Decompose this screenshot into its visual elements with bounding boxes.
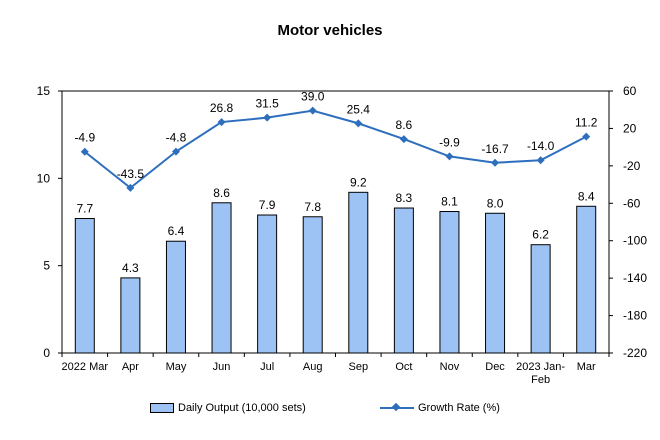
x-axis-category-label: Nov: [440, 361, 460, 373]
right-axis-tick-label: -60: [623, 196, 641, 210]
bar: [576, 205, 597, 354]
bar: [393, 207, 414, 354]
bar: [302, 216, 323, 354]
growth-rate-data-label: 39.0: [301, 90, 325, 104]
bar: [211, 202, 232, 354]
plot-frame: [61, 90, 610, 354]
growth-rate-data-label: 8.6: [396, 118, 413, 132]
bar: [165, 240, 186, 354]
legend-bar-swatch: [150, 403, 174, 413]
bar-data-label: 7.9: [259, 198, 276, 212]
x-axis-category-label: Apr: [122, 361, 139, 373]
chart-title: Motor vehicles: [277, 22, 383, 39]
growth-rate-point: [536, 156, 545, 165]
growth-rate-point: [171, 147, 180, 156]
legend-line-swatch: [380, 403, 414, 413]
growth-rate-data-label: -14.0: [527, 139, 555, 153]
growth-rate-data-label: 25.4: [347, 102, 371, 116]
legend-growth-rate-label: Growth Rate (%): [418, 402, 500, 414]
bar-data-label: 9.2: [350, 175, 367, 189]
x-axis-category-label: Dec: [485, 361, 505, 373]
growth-rate-data-label: 11.2: [575, 116, 598, 130]
x-axis-category-label: Mar: [577, 361, 596, 373]
bar-data-label: 8.0: [487, 196, 504, 210]
growth-rate-data-label: -9.9: [439, 135, 460, 149]
bar: [257, 214, 278, 354]
x-axis-category-label: 2022 Mar: [62, 361, 109, 373]
bar-data-label: 6.2: [532, 228, 549, 242]
bar: [74, 218, 95, 354]
bar-data-label: 8.1: [441, 195, 458, 209]
right-axis-tick-label: -180: [623, 309, 647, 323]
x-axis-category-label: Aug: [303, 361, 323, 373]
x-axis-category-label: May: [166, 361, 187, 373]
growth-rate-data-label: 26.8: [210, 101, 234, 115]
bar-data-label: 8.4: [578, 189, 595, 203]
growth-rate-point: [491, 158, 500, 167]
growth-rate-point: [399, 135, 408, 144]
growth-rate-data-label: -16.7: [481, 142, 509, 156]
x-axis-category-label: Sep: [349, 361, 369, 373]
bar: [348, 191, 369, 354]
bar-data-label: 6.4: [168, 224, 185, 238]
growth-rate-line: [84, 109, 587, 190]
legend-growth-rate: Growth Rate (%): [380, 402, 500, 414]
growth-rate-point: [80, 147, 89, 156]
bar-data-label: 8.6: [213, 186, 230, 200]
x-axis-category-label: Jun: [213, 361, 231, 373]
x-axis-category-label: Oct: [395, 361, 412, 373]
bar: [530, 244, 551, 354]
right-axis-tick-label: -100: [623, 234, 647, 248]
growth-rate-point: [126, 183, 135, 192]
right-axis-tick-label: -220: [623, 346, 647, 360]
bar-data-label: 7.7: [76, 202, 93, 216]
x-axis-category-label: Jul: [260, 361, 274, 373]
legend-daily-output-label: Daily Output (10,000 sets): [178, 402, 306, 414]
bar-data-label: 4.3: [122, 261, 139, 275]
left-axis-tick-label: 0: [43, 346, 50, 360]
bar-data-label: 7.8: [304, 200, 321, 214]
growth-rate-data-label: -4.9: [74, 131, 95, 145]
growth-rate-point: [263, 113, 272, 122]
left-axis-tick-label: 15: [37, 84, 51, 98]
growth-rate-point: [217, 118, 226, 127]
x-axis-category-label: 2023 Jan-Feb: [516, 361, 565, 386]
bar: [485, 212, 506, 354]
right-axis-tick-label: 20: [623, 121, 637, 135]
right-axis-tick-label: 60: [623, 84, 637, 98]
bar: [439, 211, 460, 354]
growth-rate-data-label: 31.5: [255, 97, 279, 111]
legend-daily-output: Daily Output (10,000 sets): [150, 402, 306, 414]
growth-rate-point: [445, 152, 454, 161]
growth-rate-point: [354, 119, 363, 128]
left-axis-tick-label: 10: [37, 171, 51, 185]
growth-rate-data-label: -43.5: [117, 167, 145, 181]
growth-rate-point: [582, 132, 591, 141]
left-axis-tick-label: 5: [43, 259, 50, 273]
right-axis-tick-label: -20: [623, 159, 641, 173]
growth-rate-data-label: -4.8: [166, 131, 187, 145]
bar: [120, 277, 141, 354]
growth-rate-point: [308, 106, 317, 115]
right-axis-tick-label: -140: [623, 271, 647, 285]
bar-data-label: 8.3: [396, 191, 413, 205]
